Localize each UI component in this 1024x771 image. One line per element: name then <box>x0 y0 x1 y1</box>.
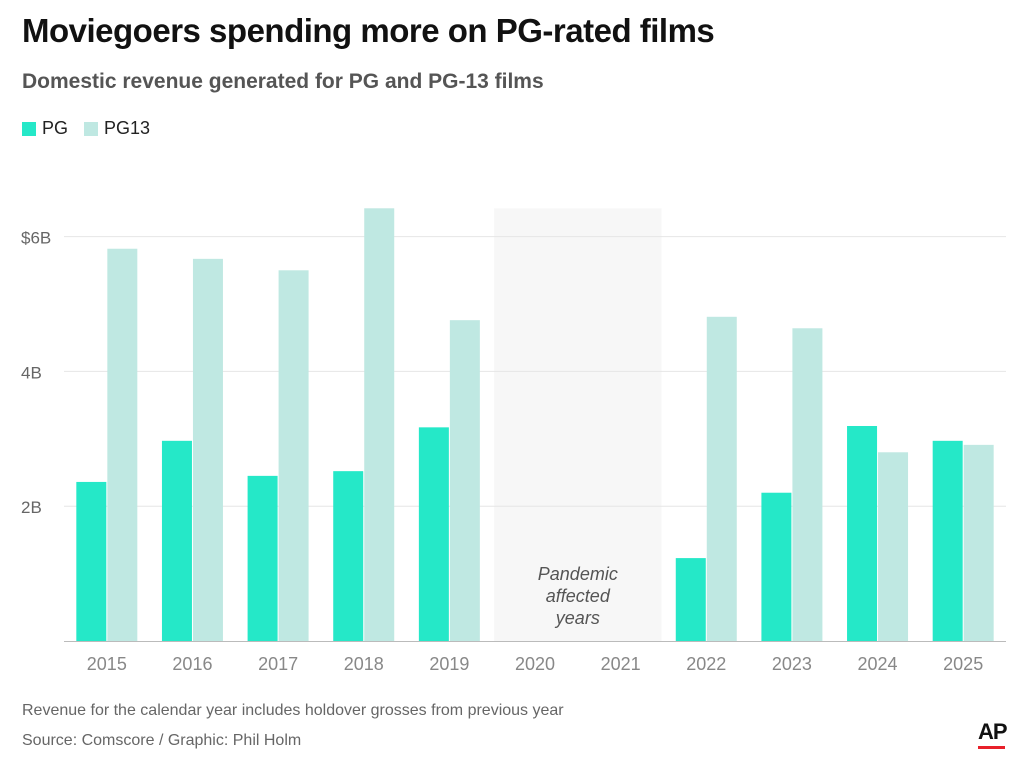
legend-item-pg13: PG13 <box>84 118 150 139</box>
bar-pg13-2019 <box>449 320 480 641</box>
bar-pg-2024 <box>847 425 878 641</box>
bar-pg-2025 <box>932 440 963 641</box>
bar-pg13-2025 <box>963 444 994 641</box>
ap-logo-bar <box>978 746 1005 749</box>
annotation-text: years <box>554 608 600 628</box>
bar-pg13-2015 <box>107 248 138 641</box>
bar-pg13-2022 <box>706 316 737 641</box>
bar-pg-2017 <box>247 475 278 641</box>
x-tick-label: 2024 <box>858 654 898 674</box>
y-tick-label: $6B <box>21 229 51 248</box>
x-tick-label: 2017 <box>258 654 298 674</box>
legend: PG PG13 <box>22 118 150 139</box>
annotation-text: Pandemic <box>538 564 618 584</box>
bar-pg-2018 <box>333 471 364 641</box>
y-tick-label: 4B <box>21 363 42 382</box>
x-tick-label: 2022 <box>686 654 726 674</box>
bar-pg13-2016 <box>192 258 223 641</box>
x-tick-label: 2023 <box>772 654 812 674</box>
bar-pg13-2023 <box>792 328 823 641</box>
legend-label-pg13: PG13 <box>104 118 151 138</box>
legend-swatch-pg13 <box>84 121 99 136</box>
bar-pg-2015 <box>76 481 107 641</box>
legend-swatch-pg <box>22 121 36 136</box>
bar-pg13-2024 <box>878 452 909 641</box>
chart-subtitle: Domestic revenue generated for PG and PG… <box>22 70 544 93</box>
legend-item-pg: PG <box>22 118 68 139</box>
bar-pg-2019 <box>418 427 449 641</box>
annotation-text: affected <box>546 586 611 606</box>
x-tick-label: 2025 <box>943 654 983 674</box>
x-tick-label: 2015 <box>87 654 127 674</box>
pandemic-shading <box>494 208 662 642</box>
legend-label-pg: PG <box>42 118 69 138</box>
bar-pg-2022 <box>675 558 706 641</box>
source-credit: Source: Comscore / Graphic: Phil Holm <box>22 732 302 749</box>
bar-pg13-2017 <box>278 270 309 641</box>
y-tick-label: 2B <box>21 498 42 517</box>
bar-pg13-2018 <box>364 208 395 642</box>
x-tick-label: 2019 <box>429 654 469 674</box>
footnote: Revenue for the calendar year includes h… <box>22 702 564 719</box>
x-tick-label: 2018 <box>344 654 384 674</box>
ap-logo-text: AP <box>978 719 1008 744</box>
bar-pg-2016 <box>161 440 192 641</box>
bar-pg-2023 <box>761 492 792 641</box>
x-tick-label: 2016 <box>172 654 212 674</box>
chart-title: Moviegoers spending more on PG-rated fil… <box>22 12 715 49</box>
x-tick-label: 2020 <box>515 654 555 674</box>
x-tick-label: 2021 <box>601 654 641 674</box>
ap-logo: AP <box>978 719 1008 749</box>
